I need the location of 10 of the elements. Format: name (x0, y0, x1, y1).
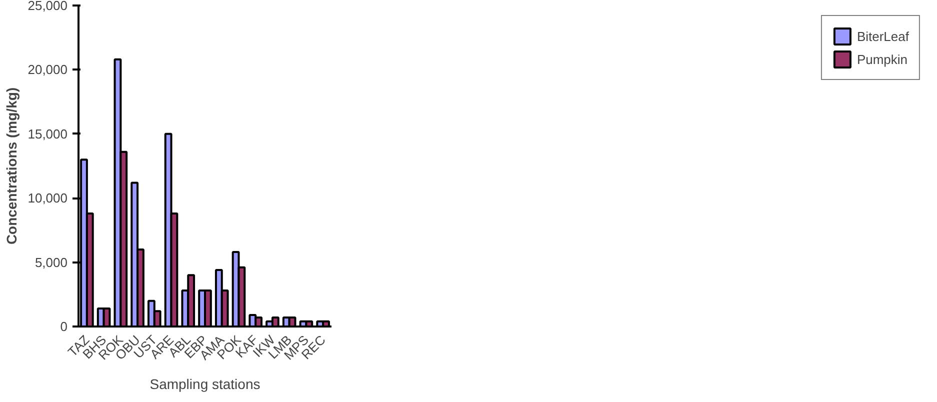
legend-label: BiterLeaf (856, 28, 909, 44)
x-axis-title: Sampling stations (150, 376, 260, 392)
y-axis-title: Concentrations (mg/kg) (4, 87, 20, 245)
y-tick-label: 0 (60, 319, 68, 334)
y-tick-label: 25,000 (28, 0, 68, 13)
y-tick-label: 20,000 (28, 62, 68, 78)
y-tick-label: 15,000 (28, 126, 68, 142)
y-tick-label: 5,000 (34, 254, 68, 270)
y-tick-label: 10,000 (28, 190, 68, 206)
legend-label: Pumpkin (856, 52, 908, 66)
